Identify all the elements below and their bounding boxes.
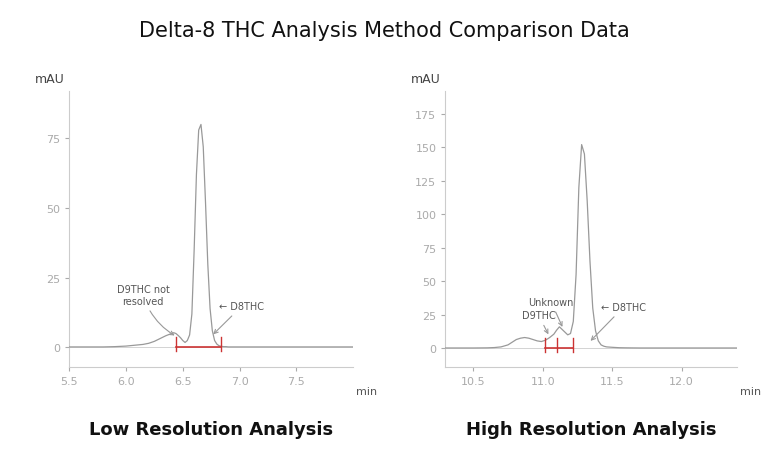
Text: Unknown: Unknown — [528, 297, 574, 326]
Text: mAU: mAU — [35, 73, 65, 86]
Text: Low Resolution Analysis: Low Resolution Analysis — [89, 420, 333, 438]
Text: ← D8THC: ← D8THC — [591, 302, 646, 340]
Text: ← D8THC: ← D8THC — [214, 302, 264, 334]
Text: min: min — [740, 386, 761, 397]
Text: D9THC: D9THC — [521, 310, 555, 334]
Text: High Resolution Analysis: High Resolution Analysis — [466, 420, 717, 438]
Text: D9THC not
resolved: D9THC not resolved — [117, 285, 174, 335]
Text: min: min — [356, 386, 377, 397]
Text: Delta-8 THC Analysis Method Comparison Data: Delta-8 THC Analysis Method Comparison D… — [139, 21, 629, 40]
Text: mAU: mAU — [410, 73, 440, 86]
